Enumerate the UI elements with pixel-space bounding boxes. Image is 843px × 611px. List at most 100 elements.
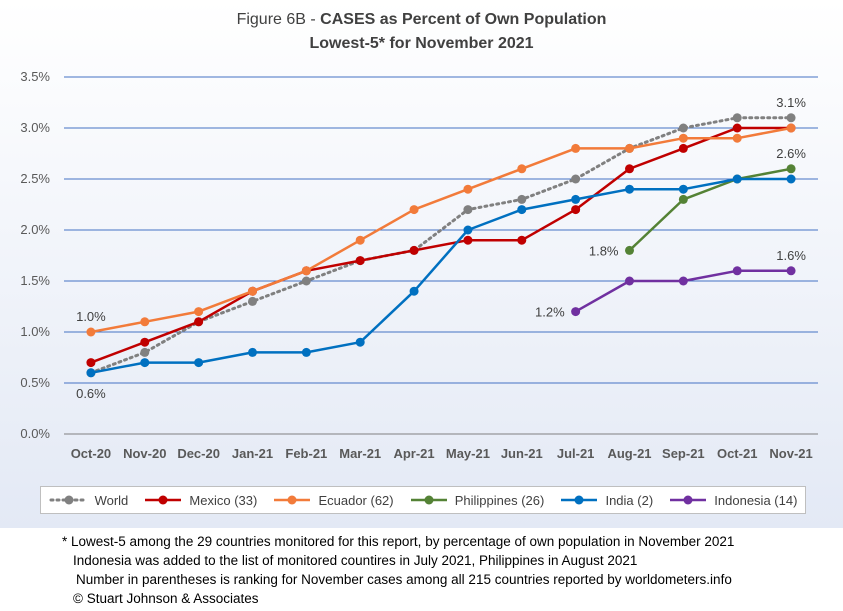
data-label: 3.1% (776, 95, 806, 110)
legend-item: Philippines (26) (409, 492, 545, 508)
series-line (90, 126, 792, 334)
data-point (86, 368, 96, 378)
data-point (571, 205, 581, 215)
data-label: 2.6% (776, 146, 806, 161)
data-point (301, 276, 311, 286)
data-point (409, 286, 419, 296)
x-tick-label: Mar-21 (339, 446, 381, 461)
x-tick-label: Nov-21 (769, 446, 812, 461)
x-tick-label: Oct-20 (71, 446, 111, 461)
data-point (355, 235, 365, 245)
data-point (140, 358, 150, 368)
data-point (409, 245, 419, 255)
data-label: 1.8% (589, 243, 619, 258)
data-point (625, 245, 634, 255)
data-point (786, 174, 796, 184)
data-point (463, 184, 473, 194)
y-tick-label: 2.5% (20, 171, 50, 186)
data-point (140, 347, 150, 357)
data-point (248, 296, 257, 306)
legend-label: Philippines (26) (454, 492, 545, 508)
data-point (786, 266, 796, 276)
data-point (571, 194, 581, 204)
legend-item: Ecuador (62) (272, 493, 394, 508)
chart-subtitle: Lowest-5* for November 2021 (309, 35, 534, 52)
data-point (625, 276, 634, 286)
legend-swatch (49, 495, 89, 505)
legend-swatch (145, 495, 182, 505)
data-point (86, 358, 96, 368)
footnote-4: © Stuart Johnson & Associates (73, 591, 259, 606)
y-tick-label: 0.0% (20, 426, 50, 441)
data-point (517, 164, 527, 174)
data-point (625, 143, 634, 153)
x-tick-label: Apr-21 (393, 446, 434, 461)
data-point (355, 256, 365, 266)
chart-title-bold: CASES as Percent of Own Population (320, 11, 607, 28)
footnotes: * Lowest-5 among the 29 countries monito… (0, 532, 843, 608)
data-point (786, 164, 796, 174)
y-tick-label: 1.5% (20, 273, 50, 288)
y-tick-label: 3.0% (20, 120, 50, 135)
x-tick-label: Sep-21 (662, 446, 705, 461)
x-tick-label: Nov-20 (123, 446, 166, 461)
data-point (786, 123, 796, 133)
legend-swatch (410, 495, 447, 505)
data-point (571, 143, 581, 153)
data-label: 1.2% (535, 305, 565, 320)
data-point (86, 327, 96, 337)
data-point (517, 194, 527, 204)
legend-label: Mexico (33) (189, 492, 258, 508)
data-point (194, 358, 204, 368)
legend-item: World (49, 492, 129, 508)
data-point (409, 205, 419, 215)
chart-title-prefix: Figure 6B - (236, 11, 321, 28)
data-point (248, 286, 257, 296)
legend-label: India (2) (605, 492, 654, 508)
footnote-2: Indonesia was added to the list of monit… (73, 553, 638, 568)
legend-label: World (94, 492, 129, 508)
data-point (571, 174, 581, 184)
chart-legend: World Mexico (33) Ecuador (62) Philippines … (40, 486, 806, 514)
x-tick-label: May-21 (446, 446, 490, 461)
data-point (517, 235, 527, 245)
data-point (732, 123, 742, 133)
series-line (628, 167, 792, 252)
data-point (517, 205, 527, 215)
data-point (463, 235, 473, 245)
data-label: 1.6% (776, 248, 806, 263)
data-point (194, 317, 204, 327)
series-line (89, 116, 793, 375)
series-line (90, 126, 792, 364)
series-line (90, 177, 792, 375)
data-label: 1.0% (76, 309, 106, 324)
data-point (355, 337, 365, 347)
data-point (301, 266, 311, 276)
chart-title: Figure 6B - CASES as Percent of Own Popu… (0, 11, 843, 29)
footnote-1: * Lowest-5 among the 29 countries monito… (62, 534, 735, 549)
data-point (571, 307, 581, 317)
footnote-3: Number in parentheses is ranking for Nov… (76, 572, 732, 587)
legend-swatch (670, 495, 707, 505)
legend-label: Indonesia (14) (714, 492, 798, 508)
x-tick-label: Oct-21 (717, 446, 757, 461)
data-point (678, 184, 688, 194)
legend-item: Indonesia (14) (668, 493, 797, 508)
legend-item: Mexico (33) (143, 493, 257, 508)
legend-swatch (274, 495, 311, 505)
data-point (678, 276, 688, 286)
data-point (678, 143, 688, 153)
data-point (625, 164, 634, 174)
data-point (301, 347, 311, 357)
data-label: 0.6% (76, 386, 106, 401)
data-point (625, 184, 634, 194)
y-tick-label: 3.5% (20, 69, 50, 84)
data-point (732, 113, 742, 123)
data-point (732, 133, 742, 143)
x-tick-label: Aug-21 (607, 446, 651, 461)
data-point (463, 225, 473, 235)
data-point (678, 194, 688, 204)
y-tick-label: 0.5% (20, 375, 50, 390)
data-point (678, 123, 688, 133)
data-point (248, 347, 257, 357)
